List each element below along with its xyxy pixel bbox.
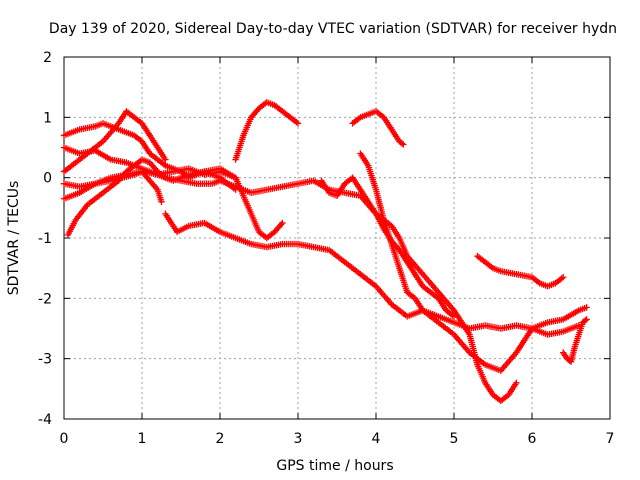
data-point — [294, 120, 302, 127]
y-tick-label: 2 — [43, 50, 52, 66]
series-track-11 — [318, 174, 458, 320]
y-tick-label: 0 — [43, 171, 52, 187]
data-point — [398, 140, 406, 147]
x-tick-label: 2 — [216, 431, 225, 447]
y-tick-label: -2 — [38, 291, 52, 307]
data-point — [450, 313, 458, 320]
data-point — [513, 379, 520, 386]
series-track-7 — [162, 210, 590, 374]
series-track-8 — [232, 99, 302, 163]
data-series — [60, 99, 590, 405]
x-tick-label: 6 — [528, 431, 537, 447]
data-point — [158, 198, 165, 205]
y-tick-label: -3 — [38, 352, 52, 368]
y-tick-label: -1 — [38, 231, 52, 247]
axis-ticks: 0 1 2 3 4 5 6 7 2 1 0 -1 -2 -3 -4 — [38, 50, 614, 447]
data-point — [279, 219, 286, 227]
chart-title: Day 139 of 2020, Sidereal Day-to-day VTE… — [49, 21, 617, 37]
data-point — [583, 316, 590, 323]
x-tick-label: 4 — [372, 431, 381, 447]
data-point — [582, 317, 589, 324]
series-track-2 — [60, 120, 286, 242]
y-axis-label: SDTVAR / TECUs — [6, 181, 22, 296]
x-tick-label: 7 — [606, 431, 615, 447]
y-tick-label: -4 — [38, 412, 52, 428]
x-tick-label: 1 — [138, 431, 147, 447]
series-track-6 — [60, 168, 165, 205]
series-track-9 — [349, 108, 407, 148]
series-track-1 — [60, 168, 520, 405]
data-point — [162, 156, 169, 163]
data-point — [232, 186, 239, 193]
data-point — [560, 274, 567, 281]
series-track-10 — [357, 150, 582, 338]
series-track-5 — [60, 144, 239, 181]
series-track-4 — [60, 108, 169, 175]
data-point — [400, 141, 407, 148]
x-tick-label: 3 — [294, 431, 303, 447]
x-tick-label: 5 — [450, 431, 459, 447]
grid-lines — [64, 57, 610, 419]
data-point — [232, 174, 239, 181]
series-track-13 — [560, 316, 590, 365]
series-track-12 — [474, 252, 567, 290]
x-axis-label: GPS time / hours — [276, 458, 393, 474]
data-point — [583, 304, 590, 311]
x-tick-label: 0 — [60, 431, 69, 447]
y-tick-label: 1 — [43, 110, 52, 126]
